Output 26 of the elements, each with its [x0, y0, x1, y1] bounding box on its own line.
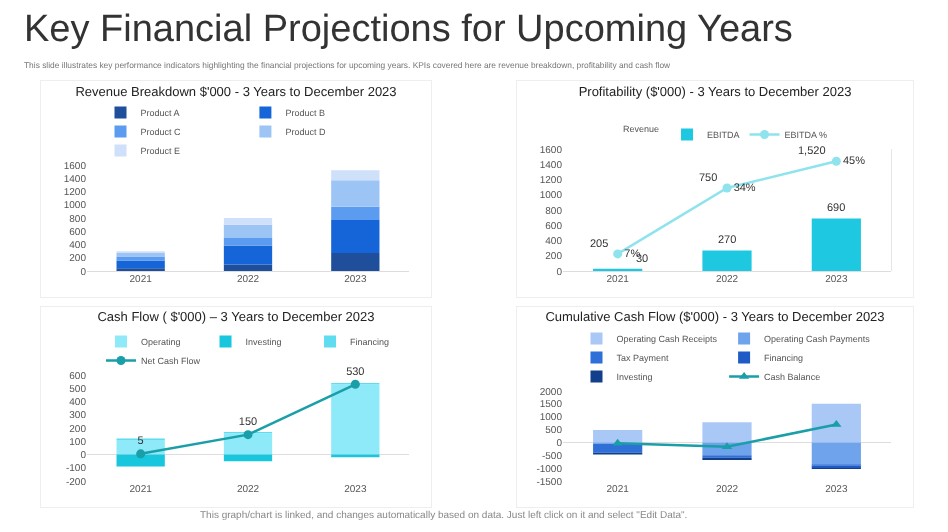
bar: [593, 430, 643, 443]
bar: [223, 237, 273, 246]
bar: [593, 443, 643, 453]
bar: [811, 218, 861, 271]
bar: [331, 180, 380, 207]
bar: [223, 433, 273, 455]
point: [243, 430, 253, 440]
bar: [223, 264, 273, 271]
bar: [223, 245, 273, 265]
bar: [331, 206, 380, 220]
text: Key Financial Projections for Upcoming Years: [24, 8, 793, 51]
bar: [223, 454, 273, 462]
bar: [331, 253, 380, 271]
bar: [811, 403, 861, 443]
bar: [116, 260, 165, 269]
bar: [331, 219, 380, 254]
bar: [331, 170, 380, 181]
bar: [702, 250, 752, 271]
bar: [811, 442, 861, 465]
bar: [223, 224, 273, 238]
bar: [702, 422, 752, 443]
point: [136, 449, 146, 459]
point: [350, 379, 360, 389]
point: [831, 419, 842, 427]
bar: [331, 384, 380, 455]
bar: [223, 218, 273, 225]
